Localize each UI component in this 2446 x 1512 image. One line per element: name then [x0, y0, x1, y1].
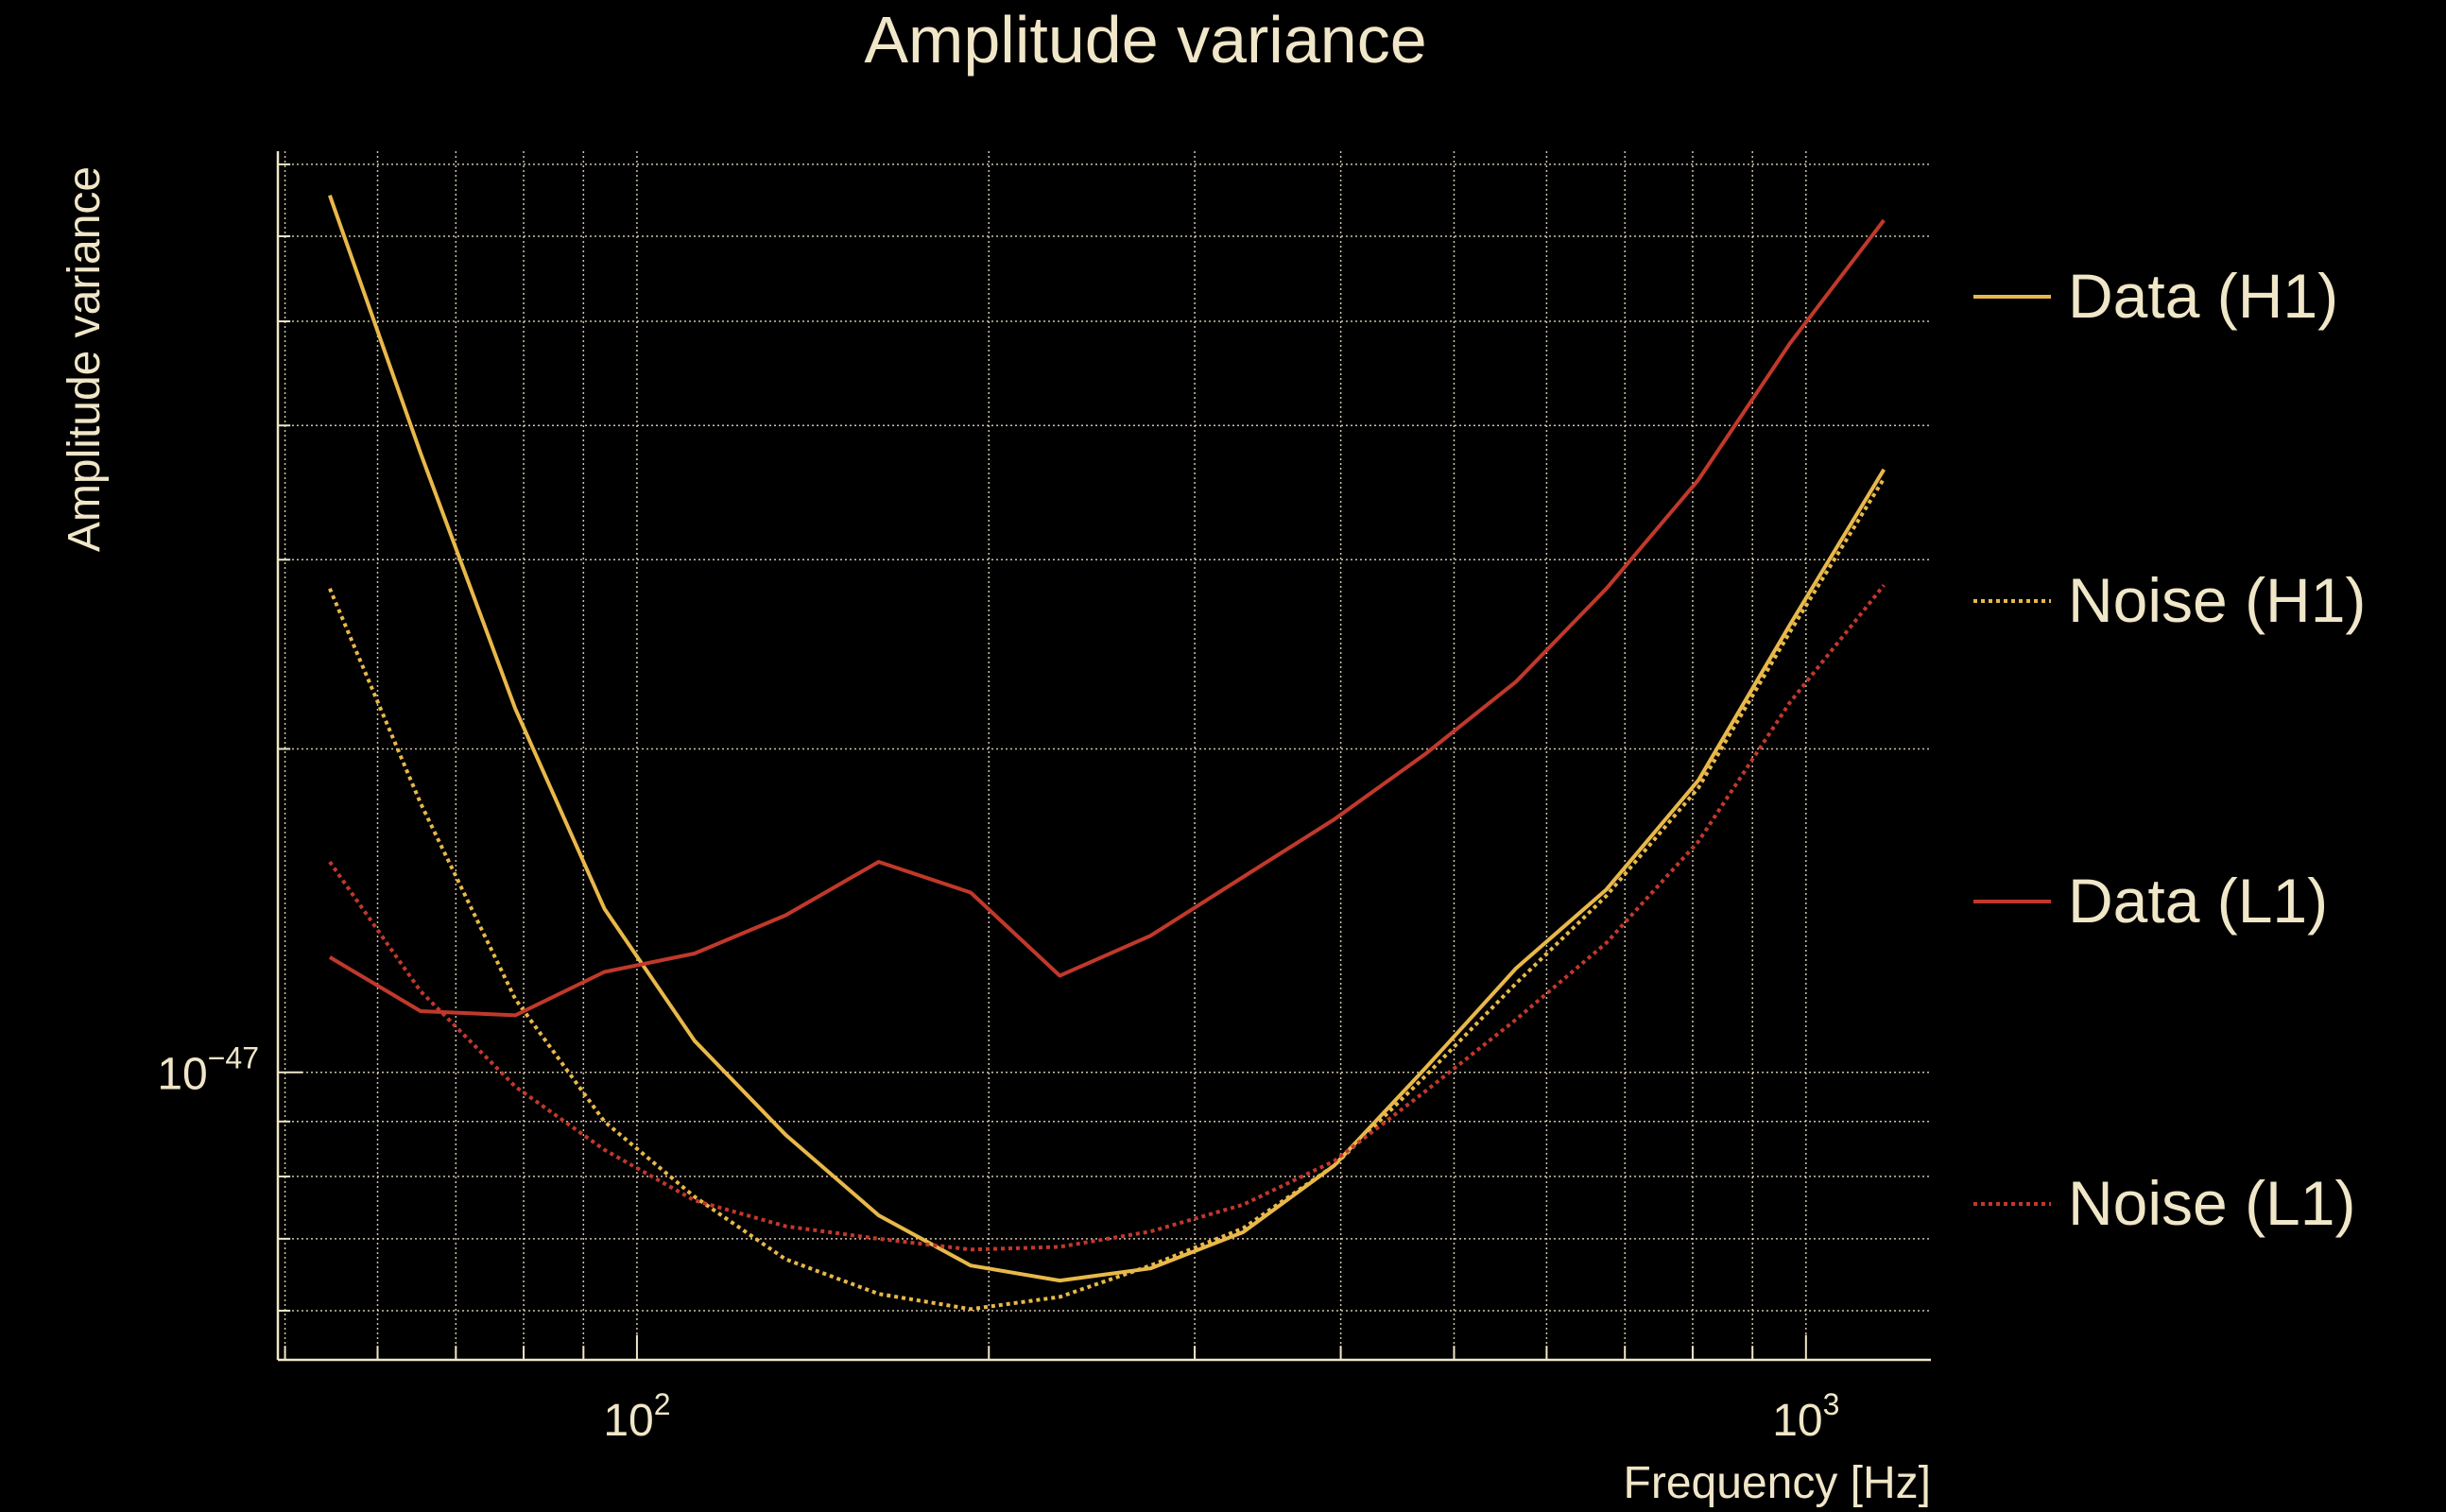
tick-labels: 102 103 10−47 — [157, 1041, 1839, 1446]
legend-item-noise-h1: Noise (H1) — [1973, 565, 2366, 635]
y-axis-label: Amplitude variance — [60, 166, 110, 552]
legend-label-noise-l1: Noise (L1) — [2068, 1168, 2355, 1238]
legend: Data (H1) Noise (H1) Data (L1) Noise (L1) — [1973, 261, 2366, 1238]
x-axis-label: Frequency [Hz] — [1624, 1458, 1931, 1508]
legend-label-noise-h1: Noise (H1) — [2068, 565, 2366, 635]
series-line-data-h1 — [328, 195, 1886, 1283]
legend-item-noise-l1: Noise (L1) — [1973, 1168, 2355, 1238]
legend-item-data-h1: Data (H1) — [1973, 261, 2338, 331]
series-lines — [328, 195, 1886, 1312]
grid — [278, 151, 1931, 1360]
legend-label-data-h1: Data (H1) — [2068, 261, 2338, 331]
axes — [276, 151, 1931, 1362]
y-tick-label: 10−47 — [157, 1041, 259, 1100]
x-tick-label: 103 — [1772, 1387, 1839, 1446]
series-line-data-l1 — [328, 218, 1886, 1018]
series-line-noise-l1 — [328, 584, 1886, 1252]
legend-label-data-l1: Data (L1) — [2068, 866, 2328, 936]
legend-item-data-l1: Data (L1) — [1973, 866, 2328, 936]
series-line-noise-h1 — [328, 477, 1886, 1312]
chart-title: Amplitude variance — [864, 3, 1426, 77]
x-tick-label: 102 — [603, 1387, 670, 1446]
